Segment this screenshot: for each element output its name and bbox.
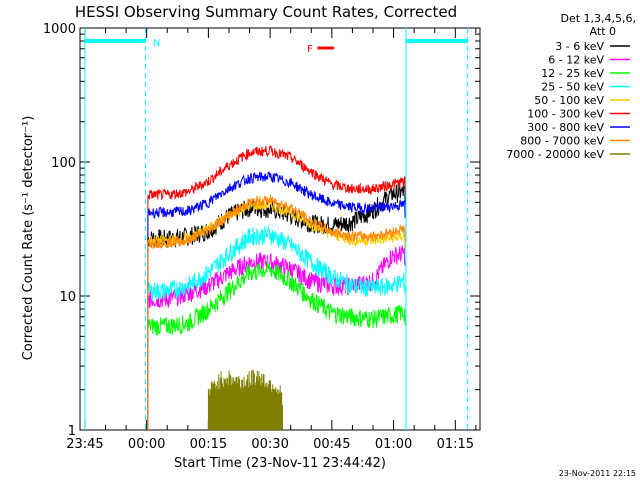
plot-frame: [79, 27, 481, 431]
series-25-50-keV-line: [147, 226, 406, 430]
series-12-25-keV-line: [147, 258, 406, 430]
flare-flag-label: F: [307, 44, 313, 55]
x-axis-label: Start Time (23-Nov-11 23:44:42): [174, 456, 386, 471]
plot-axes: 1 10 100 1000 23:45 00:00 00:15 00:30 00:45 01:00…: [43, 22, 481, 452]
legend-label: 25 - 50 keV: [541, 81, 604, 94]
y-tick-label: 1000: [43, 22, 76, 37]
x-tick-label: 00:30: [251, 437, 288, 452]
legend-label: 50 - 100 keV: [534, 94, 604, 107]
y-tick-label: 1: [68, 424, 76, 439]
x-tick-label: 00:15: [190, 437, 227, 452]
legend-title-line-2: Att 0: [590, 25, 616, 38]
x-tick-label: 00:45: [313, 437, 350, 452]
legend-label: 3 - 6 keV: [555, 40, 604, 53]
x-tick-label: 23:45: [66, 437, 103, 452]
observing-flags: NF: [84, 28, 469, 430]
series-300-800-keV-line: [147, 171, 406, 430]
y-tick-label: 100: [51, 156, 76, 171]
series-100-300-keV-line: [147, 145, 406, 430]
series-800-7000-keV-line: [147, 194, 406, 430]
legend-label: 100 - 300 keV: [527, 108, 604, 121]
night-flag-label: N: [153, 38, 160, 49]
x-tick-label: 00:00: [128, 437, 165, 452]
series-3-6-keV-line: [147, 183, 406, 430]
series-7000-20000-keV-line: [207, 369, 283, 430]
series-layer: [147, 145, 406, 430]
legend-title-line-1: Det 1,3,4,5,6,: [560, 12, 636, 25]
legend-label: 6 - 12 keV: [548, 54, 604, 67]
legend-label: 12 - 25 keV: [541, 67, 604, 80]
x-tick-label: 01:15: [437, 437, 474, 452]
legend-label: 300 - 800 keV: [527, 121, 604, 134]
chart-title: HESSI Observing Summary Count Rates, Cor…: [75, 3, 457, 21]
legend-label: 7000 - 20000 keV: [506, 148, 604, 161]
footer-date: 23-Nov-2011 22:15: [559, 469, 636, 478]
legend-label: 800 - 7000 keV: [520, 135, 604, 148]
y-axis-label: Corrected Count Rate (s⁻¹ detector⁻¹): [21, 116, 36, 361]
x-tick-label: 01:00: [375, 437, 412, 452]
y-tick-label: 10: [59, 290, 76, 305]
